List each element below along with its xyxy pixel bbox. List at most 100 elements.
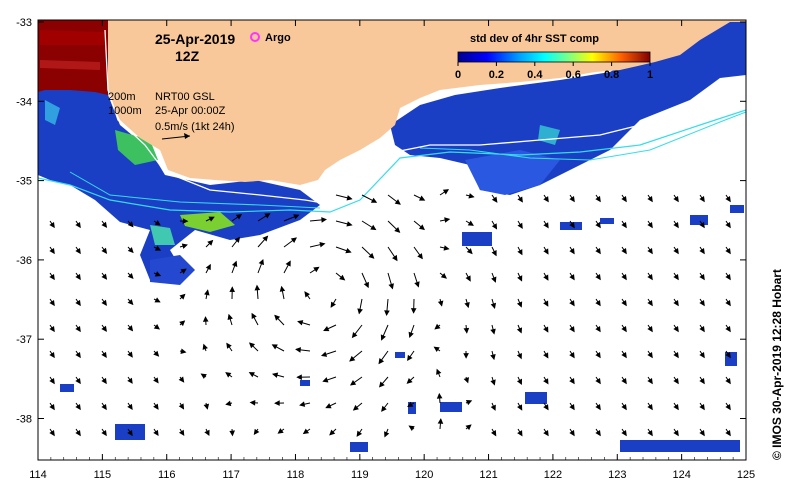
x-tick-label: 114 xyxy=(29,469,47,481)
current-vector-head xyxy=(414,281,420,288)
current-vector-head xyxy=(491,430,497,437)
current-vector-head xyxy=(75,299,81,307)
current-vector-head xyxy=(621,377,627,385)
current-vector-head xyxy=(320,351,328,357)
current-vector-head xyxy=(463,377,470,384)
current-vector-head xyxy=(127,272,134,280)
current-vector-head xyxy=(203,403,210,410)
current-vector-head xyxy=(127,299,134,306)
current-vector-head xyxy=(595,274,601,281)
current-vector-head xyxy=(207,239,214,246)
current-vector-head xyxy=(621,429,627,437)
current-vector-head xyxy=(349,355,356,362)
current-vector-head xyxy=(543,222,549,229)
current-vector-head xyxy=(673,195,679,203)
current-vector-head xyxy=(699,403,705,411)
current-vector-head xyxy=(442,189,450,195)
current-vector-head xyxy=(49,325,55,333)
x-tick-label: 125 xyxy=(737,469,755,481)
current-vector-head xyxy=(407,354,413,362)
current-vector-head xyxy=(543,326,549,333)
current-vector-head xyxy=(378,381,385,388)
current-vector-head xyxy=(465,275,471,282)
current-vector-head xyxy=(436,368,442,375)
current-vector-head xyxy=(621,247,627,255)
current-vector-head xyxy=(673,325,679,333)
current-vector-head xyxy=(516,301,523,308)
current-vector-head xyxy=(352,404,359,411)
current-vector-head xyxy=(249,400,256,406)
current-vector-head xyxy=(356,430,363,437)
current-vector-head xyxy=(75,403,81,411)
argo-label: Argo xyxy=(265,32,291,44)
current-vector-head xyxy=(180,348,187,355)
current-vector-head xyxy=(127,325,134,332)
map-time: 12Z xyxy=(175,48,200,64)
current-vector-head xyxy=(75,273,81,281)
current-vector-head xyxy=(49,273,55,281)
y-tick-label: -38 xyxy=(16,414,32,426)
current-vector-head xyxy=(647,273,653,281)
current-vector-head xyxy=(673,429,679,437)
current-vector-head xyxy=(569,300,575,307)
current-vector-head xyxy=(370,197,378,203)
current-vector-head xyxy=(569,429,575,437)
valid-time-label: 25-Apr 00:00Z xyxy=(155,105,226,117)
map-date: 25-Apr-2019 xyxy=(155,31,235,47)
current-vector-head xyxy=(381,405,387,412)
current-vector-head xyxy=(725,221,731,229)
current-vector-head xyxy=(297,320,304,326)
current-vector-head xyxy=(75,221,81,229)
current-vector-head xyxy=(271,372,279,378)
current-vector-head xyxy=(516,378,523,386)
current-vector-head xyxy=(699,247,705,255)
current-vector-head xyxy=(543,274,549,281)
current-vector-head xyxy=(248,342,256,349)
current-vector-head xyxy=(621,325,627,333)
current-vector-head xyxy=(517,430,523,437)
current-vector-head xyxy=(127,377,133,384)
current-vector-head xyxy=(463,327,470,334)
current-vector-head xyxy=(491,223,498,230)
current-vector-head xyxy=(517,275,523,282)
y-tick-label: -36 xyxy=(16,255,32,267)
current-vector-head xyxy=(699,299,705,307)
current-vector-head xyxy=(202,316,209,322)
current-vector-head xyxy=(516,353,522,360)
current-vector-head xyxy=(595,377,601,385)
current-vector-head xyxy=(153,403,159,410)
current-vector-head xyxy=(178,429,185,436)
current-vector-head xyxy=(154,245,162,251)
current-vector-head xyxy=(725,429,731,437)
current-vector-head xyxy=(225,400,232,407)
current-vector-head xyxy=(517,222,523,229)
current-vector-head xyxy=(370,224,377,231)
current-vector-head xyxy=(647,403,653,411)
current-vector-head xyxy=(410,308,417,314)
current-vector-head xyxy=(699,377,705,385)
current-vector-head xyxy=(517,249,523,256)
current-vector-head xyxy=(621,351,627,359)
current-vector-head xyxy=(378,358,385,365)
contour-200m-label: 200m xyxy=(108,91,136,103)
current-vector-head xyxy=(725,403,731,411)
current-vector-head xyxy=(101,221,108,228)
current-vector-head xyxy=(621,273,627,281)
current-vector-head xyxy=(101,429,107,437)
current-vector-head xyxy=(75,247,81,255)
current-vector-head xyxy=(304,291,310,298)
current-vector-head xyxy=(406,377,413,384)
current-vector-head xyxy=(101,247,108,254)
y-tick-label: -35 xyxy=(16,176,32,188)
current-vector-head xyxy=(75,325,81,333)
current-vector-head xyxy=(346,221,353,227)
current-vector-head xyxy=(127,403,133,411)
current-vector-head xyxy=(127,351,133,358)
current-vector-head xyxy=(468,193,475,199)
current-vector-head xyxy=(262,235,269,242)
current-vector-head xyxy=(313,266,320,273)
current-vector-head xyxy=(179,320,186,327)
current-vector-head xyxy=(384,431,390,438)
current-vector-head xyxy=(436,392,443,399)
